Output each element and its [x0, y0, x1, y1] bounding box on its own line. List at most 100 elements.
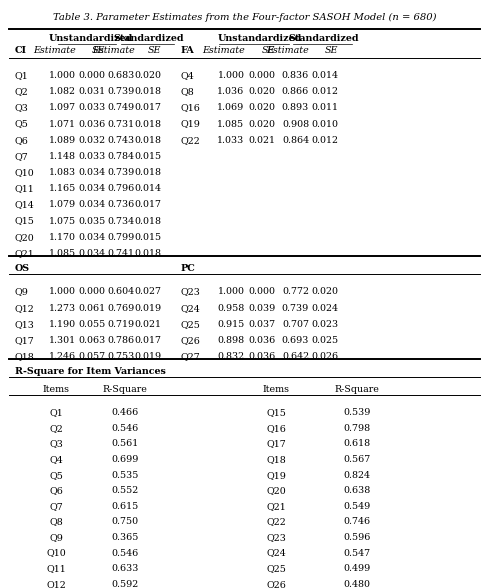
Text: 0.020: 0.020	[248, 87, 275, 96]
Text: Q12: Q12	[46, 580, 66, 588]
Text: Estimate: Estimate	[92, 46, 134, 55]
Text: Q20: Q20	[15, 233, 34, 242]
Text: 0.535: 0.535	[111, 470, 138, 480]
Text: 1.085: 1.085	[217, 119, 244, 129]
Text: Q17: Q17	[15, 336, 34, 345]
Text: 0.015: 0.015	[134, 233, 161, 242]
Text: Estimate: Estimate	[266, 46, 308, 55]
Text: 0.743: 0.743	[107, 136, 134, 145]
Text: Q6: Q6	[15, 136, 28, 145]
Text: R-Square for Item Variances: R-Square for Item Variances	[15, 367, 165, 376]
Text: 0.798: 0.798	[343, 424, 370, 433]
Text: Q27: Q27	[181, 352, 200, 361]
Text: 0.567: 0.567	[343, 455, 370, 464]
Text: Q10: Q10	[46, 549, 66, 557]
Text: Table 3. Parameter Estimates from the Four-factor SASOH Model (n = 680): Table 3. Parameter Estimates from the Fo…	[53, 13, 435, 22]
Text: 0.741: 0.741	[107, 249, 134, 258]
Text: Estimate: Estimate	[202, 46, 244, 55]
Text: 0.012: 0.012	[311, 136, 338, 145]
Text: 0.618: 0.618	[343, 439, 370, 449]
Text: SE: SE	[92, 46, 105, 55]
Text: 0.799: 0.799	[107, 233, 134, 242]
Text: SE: SE	[325, 46, 338, 55]
Text: 0.480: 0.480	[343, 580, 370, 588]
Text: 1.148: 1.148	[49, 152, 76, 161]
Text: 0.642: 0.642	[282, 352, 308, 361]
Text: Q5: Q5	[49, 470, 63, 480]
Text: 0.017: 0.017	[134, 336, 161, 345]
Text: Standardized: Standardized	[113, 34, 183, 42]
Text: Q19: Q19	[181, 119, 201, 129]
Text: Q26: Q26	[181, 336, 201, 345]
Text: 1.071: 1.071	[49, 119, 76, 129]
Text: Q9: Q9	[15, 288, 28, 296]
Text: Q8: Q8	[181, 87, 194, 96]
Text: 0.036: 0.036	[247, 336, 275, 345]
Text: 1.083: 1.083	[49, 168, 76, 177]
Text: Estimate: Estimate	[33, 46, 76, 55]
Text: 0.539: 0.539	[343, 408, 370, 417]
Text: 0.633: 0.633	[111, 564, 138, 573]
Text: 1.097: 1.097	[49, 103, 76, 112]
Text: 1.036: 1.036	[217, 87, 244, 96]
Text: Q16: Q16	[266, 424, 285, 433]
Text: 0.010: 0.010	[311, 119, 338, 129]
Text: 1.000: 1.000	[217, 288, 244, 296]
Text: 1.246: 1.246	[49, 352, 76, 361]
Text: Q11: Q11	[15, 184, 34, 193]
Text: Q20: Q20	[266, 486, 285, 495]
Text: Q26: Q26	[266, 580, 285, 588]
Text: 1.033: 1.033	[217, 136, 244, 145]
Text: 0.055: 0.055	[78, 320, 105, 329]
Text: 0.032: 0.032	[78, 136, 105, 145]
Text: 0.908: 0.908	[282, 119, 308, 129]
Text: Q25: Q25	[181, 320, 201, 329]
Text: 0.772: 0.772	[282, 288, 308, 296]
Text: 0.731: 0.731	[107, 119, 134, 129]
Text: 0.027: 0.027	[134, 288, 161, 296]
Text: 1.085: 1.085	[49, 249, 76, 258]
Text: OS: OS	[15, 263, 30, 273]
Text: 0.549: 0.549	[343, 502, 370, 511]
Text: Items: Items	[262, 385, 289, 394]
Text: 0.958: 0.958	[217, 303, 244, 313]
Text: 0.604: 0.604	[107, 288, 134, 296]
Text: 0.824: 0.824	[343, 470, 370, 480]
Text: Q16: Q16	[181, 103, 201, 112]
Text: 0.011: 0.011	[311, 103, 338, 112]
Text: 0.683: 0.683	[107, 71, 134, 80]
Text: 0.034: 0.034	[78, 201, 105, 209]
Text: 0.017: 0.017	[134, 201, 161, 209]
Text: 0.017: 0.017	[134, 103, 161, 112]
Text: 0.499: 0.499	[343, 564, 370, 573]
Text: 0.893: 0.893	[281, 103, 308, 112]
Text: 0.000: 0.000	[78, 288, 105, 296]
Text: Q15: Q15	[266, 408, 285, 417]
Text: Q25: Q25	[266, 564, 285, 573]
Text: 0.031: 0.031	[78, 87, 105, 96]
Text: Unstandardized: Unstandardized	[48, 34, 132, 42]
Text: 1.301: 1.301	[49, 336, 76, 345]
Text: SE: SE	[148, 46, 161, 55]
Text: Q24: Q24	[266, 549, 285, 557]
Text: 0.034: 0.034	[78, 184, 105, 193]
Text: 0.025: 0.025	[311, 336, 338, 345]
Text: Q2: Q2	[49, 424, 63, 433]
Text: Q24: Q24	[181, 303, 200, 313]
Text: Q22: Q22	[266, 517, 285, 526]
Text: 0.769: 0.769	[107, 303, 134, 313]
Text: 0.018: 0.018	[134, 249, 161, 258]
Text: 0.898: 0.898	[217, 336, 244, 345]
Text: Q17: Q17	[266, 439, 285, 449]
Text: Q12: Q12	[15, 303, 34, 313]
Text: 1.165: 1.165	[48, 184, 76, 193]
Text: R-Square: R-Square	[334, 385, 379, 394]
Text: 0.020: 0.020	[248, 103, 275, 112]
Text: 0.034: 0.034	[78, 233, 105, 242]
Text: R-Square: R-Square	[102, 385, 147, 394]
Text: FA: FA	[181, 46, 194, 55]
Text: 0.018: 0.018	[134, 136, 161, 145]
Text: 1.089: 1.089	[49, 136, 76, 145]
Text: 0.014: 0.014	[134, 184, 161, 193]
Text: Q18: Q18	[15, 352, 34, 361]
